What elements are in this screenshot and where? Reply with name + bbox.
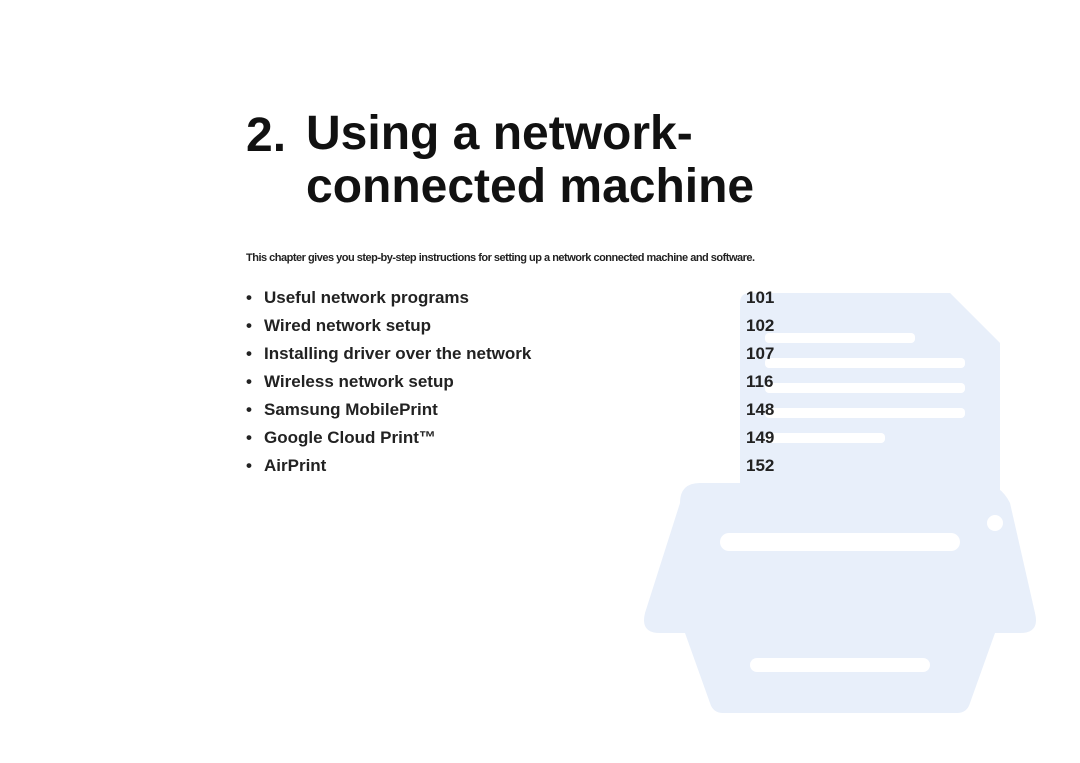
toc-page-number: 116 xyxy=(746,372,806,392)
toc-page-number: 149 xyxy=(746,428,806,448)
chapter-number: 2. xyxy=(246,108,286,163)
toc-page-number: 148 xyxy=(746,400,806,420)
chapter-title: Using a network- connected machine xyxy=(306,108,754,214)
chapter-title-line2: connected machine xyxy=(306,160,754,213)
toc-label: Installing driver over the network xyxy=(264,344,746,364)
bullet-icon: • xyxy=(246,400,264,420)
toc-label: Wireless network setup xyxy=(264,372,746,392)
toc-label: Samsung MobilePrint xyxy=(264,400,746,420)
toc-label: Useful network programs xyxy=(264,288,746,308)
toc-page-number: 101 xyxy=(746,288,806,308)
toc-page-number: 102 xyxy=(746,316,806,336)
bullet-icon: • xyxy=(246,288,264,308)
toc-page-number: 107 xyxy=(746,344,806,364)
table-of-contents: • Useful network programs 101 • Wired ne… xyxy=(246,288,806,484)
bullet-icon: • xyxy=(246,344,264,364)
toc-label: Wired network setup xyxy=(264,316,746,336)
toc-label: AirPrint xyxy=(264,456,746,476)
toc-label: Google Cloud Print™ xyxy=(264,428,746,448)
toc-item[interactable]: • Installing driver over the network 107 xyxy=(246,344,806,364)
bullet-icon: • xyxy=(246,316,264,336)
toc-item[interactable]: • Google Cloud Print™ 149 xyxy=(246,428,806,448)
bullet-icon: • xyxy=(246,372,264,392)
chapter-title-line1: Using a network- xyxy=(306,107,693,160)
bullet-icon: • xyxy=(246,428,264,448)
toc-item[interactable]: • AirPrint 152 xyxy=(246,456,806,476)
chapter-subtitle: This chapter gives you step-by-step inst… xyxy=(246,252,755,264)
bullet-icon: • xyxy=(246,456,264,476)
toc-page-number: 152 xyxy=(746,456,806,476)
toc-item[interactable]: • Wireless network setup 116 xyxy=(246,372,806,392)
toc-item[interactable]: • Useful network programs 101 xyxy=(246,288,806,308)
document-page: 2. Using a network- connected machine Th… xyxy=(0,0,1080,763)
toc-item[interactable]: • Samsung MobilePrint 148 xyxy=(246,400,806,420)
toc-item[interactable]: • Wired network setup 102 xyxy=(246,316,806,336)
